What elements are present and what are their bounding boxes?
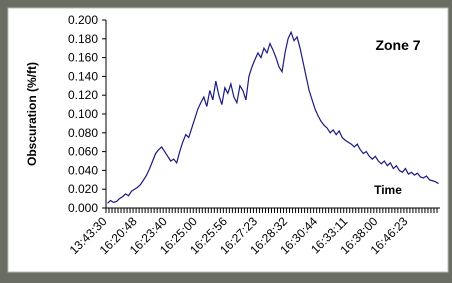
y-tick-label: 0.140 <box>68 69 98 83</box>
y-axis-label: Obscuration (%/ft) <box>25 62 39 166</box>
y-tick-label: 0.180 <box>68 32 98 46</box>
y-tick-label: 0.060 <box>68 145 98 159</box>
page: Zone 7 Time Obscuration (%/ft) 0.000 0.02… <box>0 0 452 283</box>
y-tick-label: 0.160 <box>68 51 98 65</box>
annotation: Zone 7 <box>375 37 420 53</box>
y-tick-label: 0.100 <box>68 107 98 121</box>
y-tick-label: 0.200 <box>68 13 98 27</box>
y-tick-label: 0.000 <box>68 201 98 215</box>
y-tick-label: 0.080 <box>68 126 98 140</box>
chart: Zone 7 Time Obscuration (%/ft) 0.000 0.02… <box>0 0 452 283</box>
y-tick-label: 0.020 <box>68 182 98 196</box>
y-tick-label: 0.040 <box>68 163 98 177</box>
x-axis-label: Time <box>374 183 402 197</box>
y-tick-label: 0.120 <box>68 88 98 102</box>
